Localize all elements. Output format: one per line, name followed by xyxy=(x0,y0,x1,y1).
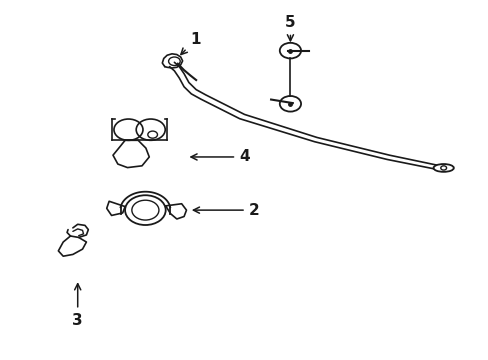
Text: 2: 2 xyxy=(193,203,259,218)
Text: 4: 4 xyxy=(191,149,249,165)
Circle shape xyxy=(440,166,446,170)
Text: 5: 5 xyxy=(285,15,295,41)
Ellipse shape xyxy=(433,164,453,172)
Text: 3: 3 xyxy=(72,284,83,328)
Text: 1: 1 xyxy=(181,32,200,54)
